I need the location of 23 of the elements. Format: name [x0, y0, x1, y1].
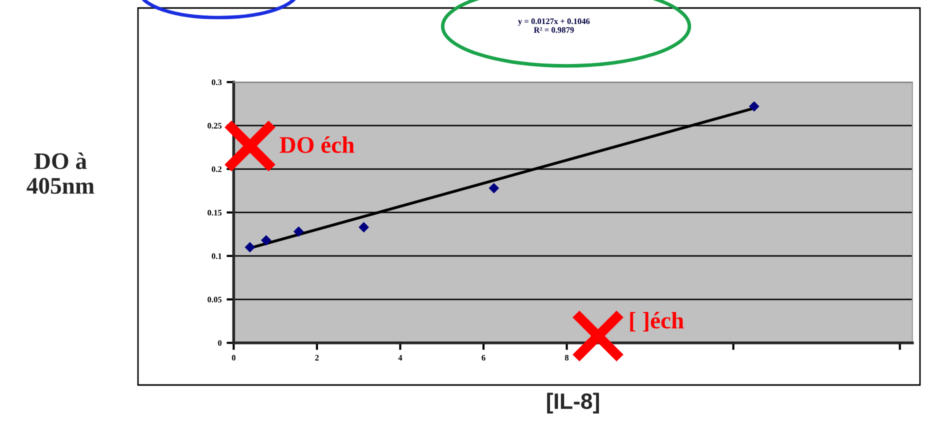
- y-tick-label: 0: [218, 340, 222, 346]
- point: [244, 242, 256, 252]
- text: y = 0.0127x + 0.1046 R² = 0.9879: [518, 18, 590, 33]
- point: [358, 222, 369, 232]
- y-axis-title: DO à 405nm: [26, 152, 94, 194]
- point: [488, 182, 500, 194]
- x-tick-label: 2: [315, 354, 319, 360]
- y-tick-label: 0.15: [208, 210, 222, 216]
- x-axis-title: [IL-8]: [547, 392, 599, 414]
- point: [748, 101, 760, 112]
- x-tick-label: 4: [398, 354, 402, 360]
- y-tick-label: 0.2: [212, 166, 222, 172]
- y-tick-label: 0.05: [208, 296, 222, 302]
- y-tick-label: 0.1: [212, 253, 222, 259]
- x-tick-label: 8: [564, 354, 569, 361]
- point: [293, 226, 304, 237]
- y-tick-label: 0.25: [208, 122, 222, 129]
- y-tick-label: 0.3: [212, 79, 222, 86]
- point: [260, 235, 272, 246]
- annotation: [ ]éch: [630, 312, 684, 332]
- x-tick-label: 6: [482, 354, 486, 361]
- x-tick-label: 0: [232, 354, 236, 361]
- annotation: DO éch: [280, 136, 354, 153]
